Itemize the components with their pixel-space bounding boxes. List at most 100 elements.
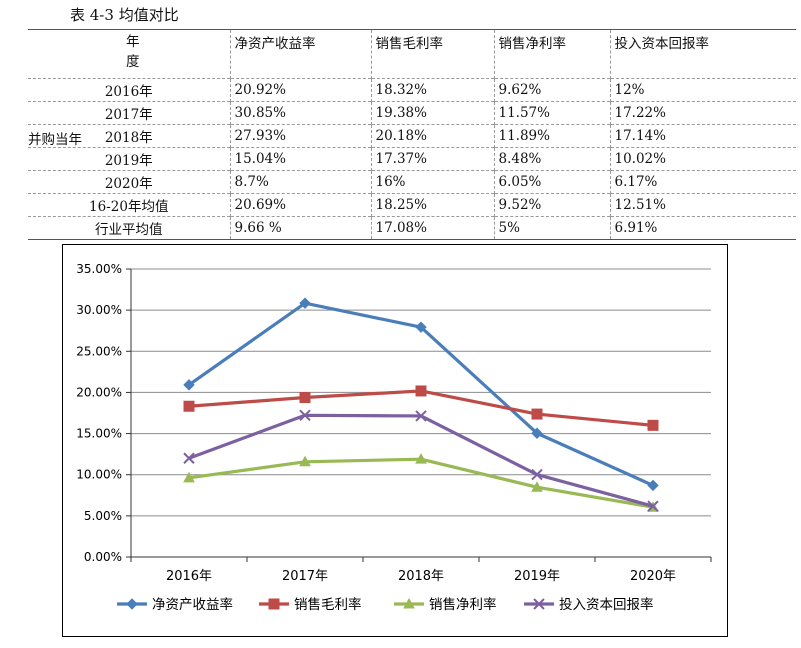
table-cell: 11.57% (493, 101, 610, 125)
legend-label: 销售净利率 (429, 596, 497, 613)
row-label-cell: 2019年 (28, 147, 230, 171)
table-cell: 5% (493, 216, 610, 240)
header-cell: 投入资本回报率 (609, 29, 796, 79)
legend-marker (268, 598, 280, 610)
legend-label: 投入资本回报率 (559, 596, 654, 613)
row-label-cell: 行业平均值 (28, 216, 230, 240)
data-point (299, 409, 311, 422)
header-cell: 销售毛利率 (370, 29, 494, 79)
table-cell: 12.51% (609, 193, 796, 217)
table-cell: 17.37% (370, 147, 494, 171)
data-point (415, 410, 427, 422)
table-cell: 20.69% (229, 193, 371, 217)
legend-marker (126, 598, 138, 610)
line-chart: 0.00% 5.00% 10.00% 15.00% 20.00% 25.00% 30.00%… (62, 244, 728, 637)
data-point (531, 481, 543, 492)
y-tick-label: 30.00% (76, 303, 122, 317)
row-label: 2017年 (104, 107, 153, 123)
data-point (183, 400, 195, 412)
table-row: 2017年 30.85% 19.38% 11.57% 17.22% (28, 101, 796, 125)
x-tick-label: 2017年 (282, 569, 328, 584)
header-year: 年 度 (28, 29, 230, 79)
y-tick-label: 15.00% (76, 427, 122, 441)
x-tick-label: 2016年 (166, 569, 212, 584)
table-caption: 表 4-3 均值对比 (70, 6, 179, 24)
row-label-cell: 2017年 (28, 101, 230, 125)
table-cell: 30.85% (229, 101, 371, 125)
data-point (299, 297, 311, 309)
row-label: 2020年 (104, 176, 153, 192)
table-cell: 8.48% (493, 147, 610, 171)
table-cell: 15.04% (229, 147, 371, 171)
table-cell: 19.38% (370, 101, 494, 125)
row-label-cell: 并购当年 2018年 (28, 124, 230, 148)
table-cell: 8.7% (229, 170, 371, 194)
x-tick-label: 2019年 (514, 569, 560, 584)
table-cell: 18.25% (370, 193, 494, 217)
table-cell: 16% (370, 170, 494, 194)
row-label-cell: 2020年 (28, 170, 230, 194)
table-cell: 11.89% (493, 124, 610, 148)
header-cell: 销售净利率 (493, 29, 610, 79)
comparison-table: 年 度净资产收益率 销售毛利率 销售净利率 投入资本回报率 2016年 20.92% 18.… (28, 29, 796, 240)
table-cell: 20.92% (229, 78, 371, 102)
data-point (531, 468, 543, 481)
row-label: 2018年 (104, 130, 153, 146)
table-row: 16-20年均值 20.69% 18.25% 9.52% 12.51% (28, 193, 796, 217)
data-point (647, 419, 659, 431)
table-cell: 9.66 % (229, 216, 371, 240)
legend-marker (533, 598, 545, 610)
table-cell: 17.08% (370, 216, 494, 240)
table-cell: 27.93% (229, 124, 371, 148)
data-point (647, 479, 659, 492)
table-cell: 18.32% (370, 78, 494, 102)
table-row: 2016年 20.92% 18.32% 9.62% 12% (28, 78, 796, 102)
row-label-cell: 16-20年均值 (28, 193, 230, 217)
y-tick-label: 35.00% (76, 262, 122, 276)
table-cell: 12% (609, 78, 796, 102)
data-point (183, 471, 195, 483)
table-cell: 20.18% (370, 124, 494, 148)
table-cell: 17.14% (609, 124, 796, 148)
table-cell: 10.02% (609, 147, 796, 171)
table-cell: 9.52% (493, 193, 610, 217)
x-tick-label: 2018年 (398, 569, 444, 584)
row-label: 行业平均值 (95, 222, 163, 238)
table-cell: 6.17% (609, 170, 796, 194)
data-point (415, 321, 427, 333)
table-cell: 6.91% (609, 216, 796, 240)
data-point (531, 408, 543, 420)
data-point (299, 455, 311, 467)
data-point (299, 392, 311, 404)
data-point (531, 427, 543, 439)
y-tick-label: 10.00% (76, 468, 122, 482)
legend-marker (403, 597, 415, 609)
row-label: 16-20年均值 (89, 199, 169, 215)
data-point (647, 500, 659, 512)
y-tick-label: 0.00% (84, 550, 122, 564)
table-cell: 17.22% (609, 101, 796, 125)
y-tick-label: 25.00% (76, 344, 122, 358)
table-row: 并购当年 2018年 27.93% 20.18% 11.89% 17.14% (28, 124, 796, 148)
series-line-3 (188, 457, 654, 509)
legend-label: 销售毛利率 (294, 596, 362, 613)
header-cell: 净资产收益率 (229, 29, 371, 79)
y-tick-label: 20.00% (76, 385, 122, 399)
data-point (415, 453, 427, 464)
table-row: 2020年 8.7% 16% 6.05% 6.17% (28, 170, 796, 194)
row-label-cell: 2016年 (28, 78, 230, 102)
data-point (183, 379, 195, 391)
x-tick-label: 2020年 (630, 569, 676, 584)
data-point (415, 385, 427, 397)
table-header-row: 年 度净资产收益率 销售毛利率 销售净利率 投入资本回报率 (28, 29, 796, 79)
data-point (183, 452, 195, 464)
table-cell: 6.05% (493, 170, 610, 194)
group-label: 并购当年 (28, 132, 82, 148)
table-row: 2019年 15.04% 17.37% 8.48% 10.02% (28, 147, 796, 171)
row-label: 2016年 (104, 84, 153, 100)
table-cell: 9.62% (493, 78, 610, 102)
y-tick-label: 5.00% (84, 509, 122, 523)
row-label: 2019年 (104, 153, 153, 169)
legend-label: 净资产收益率 (152, 596, 233, 613)
table-row: 行业平均值 9.66 % 17.08% 5% 6.91% (28, 216, 796, 240)
